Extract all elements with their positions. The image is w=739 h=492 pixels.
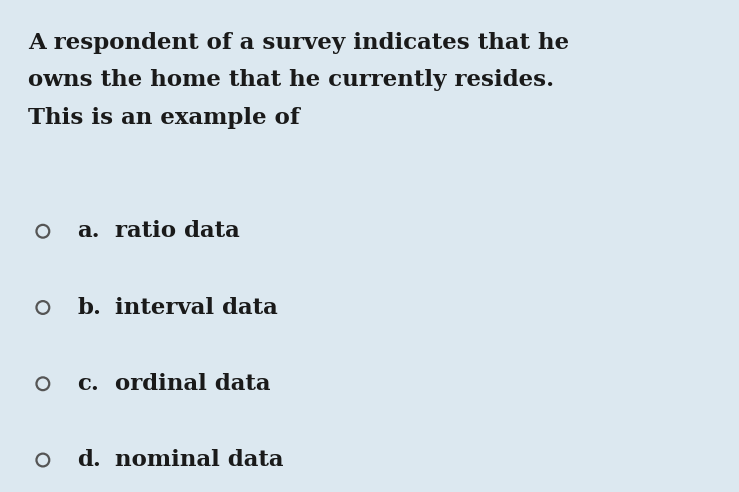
Text: c.: c. [78,373,100,395]
Ellipse shape [36,454,50,466]
Text: a.: a. [78,220,101,242]
Text: This is an example of: This is an example of [28,107,300,129]
Text: d.: d. [78,449,101,471]
Text: nominal data: nominal data [115,449,283,471]
Text: A respondent of a survey indicates that he: A respondent of a survey indicates that … [28,32,569,54]
Ellipse shape [36,225,50,238]
Text: interval data: interval data [115,297,277,318]
Text: owns the home that he currently resides.: owns the home that he currently resides. [28,69,554,92]
Ellipse shape [36,301,50,314]
Text: ratio data: ratio data [115,220,239,242]
Text: b.: b. [78,297,101,318]
Text: ordinal data: ordinal data [115,373,270,395]
Ellipse shape [36,377,50,390]
